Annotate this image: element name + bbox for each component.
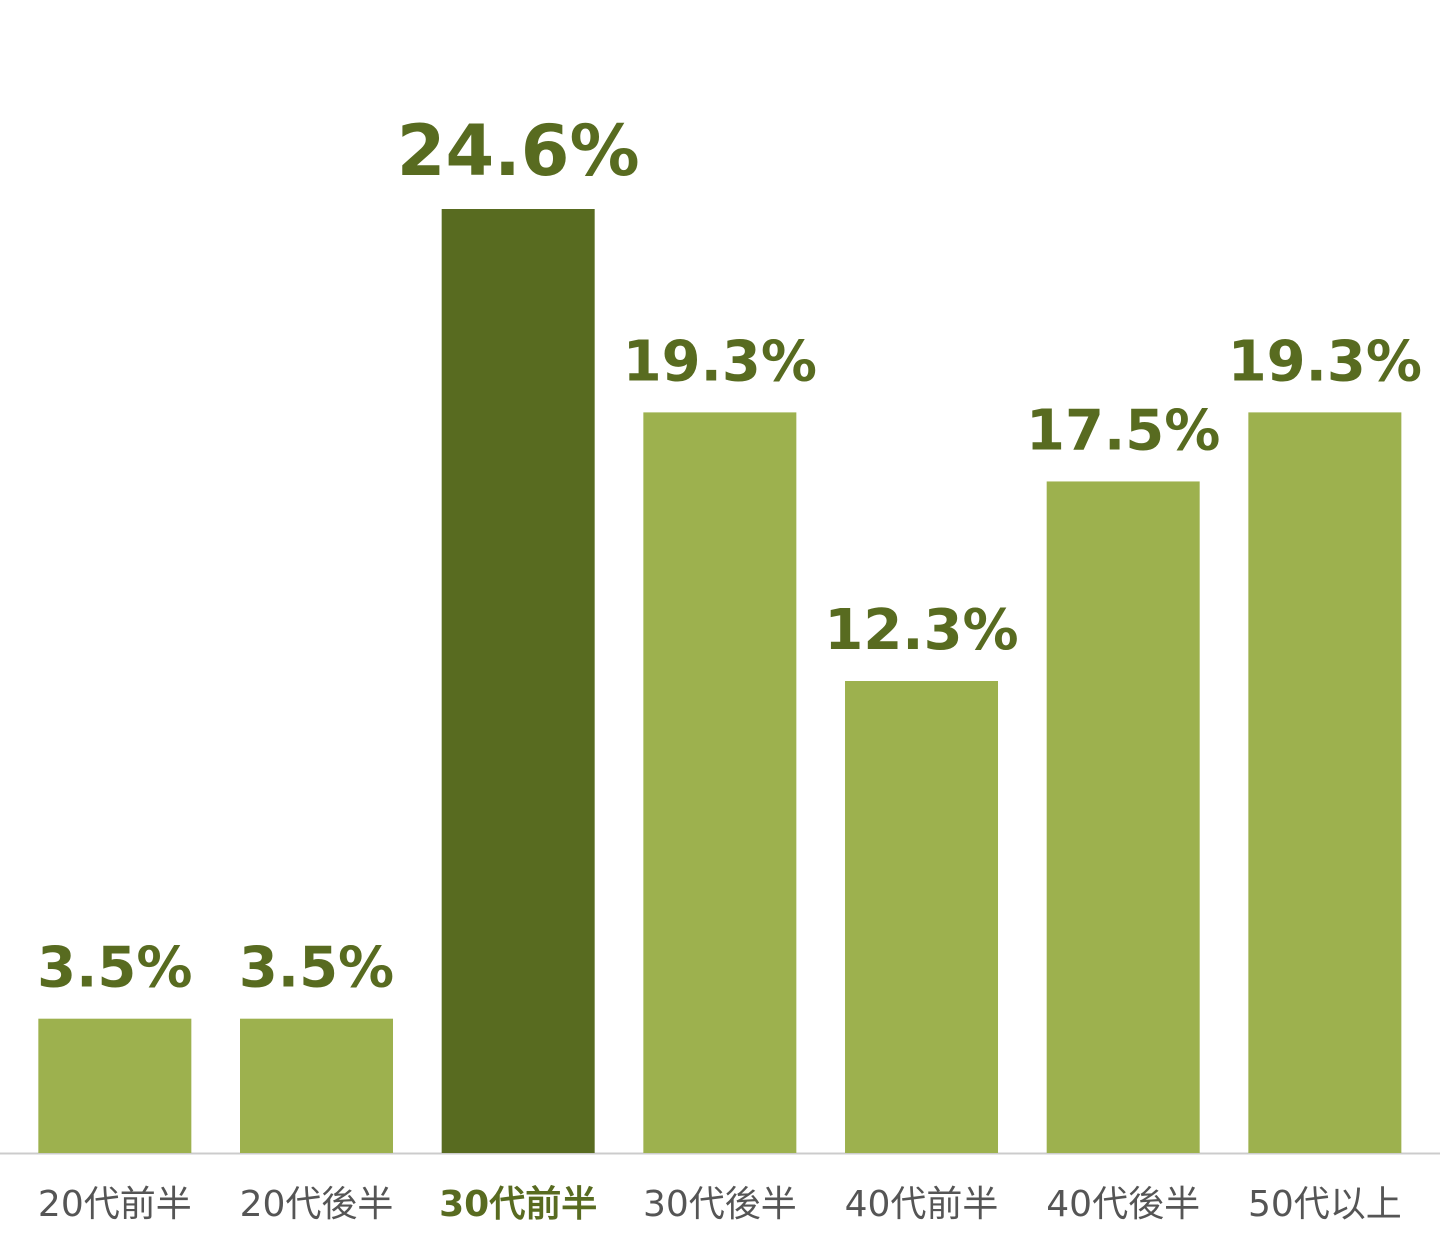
value-label: 19.3%	[623, 329, 817, 394]
x-tick-label: 20代前半	[38, 1184, 192, 1225]
x-tick-label: 20代後半	[240, 1184, 394, 1225]
bar	[1046, 481, 1200, 1153]
x-tick-label: 50代以上	[1248, 1184, 1402, 1225]
bar	[845, 681, 999, 1153]
value-label: 24.6%	[397, 110, 640, 192]
value-label: 17.5%	[1026, 398, 1220, 463]
bar	[38, 1018, 192, 1153]
value-label: 19.3%	[1228, 329, 1422, 394]
x-tick-label: 30代後半	[643, 1184, 797, 1225]
x-tick-label: 30代前半	[439, 1184, 597, 1225]
bar	[441, 209, 595, 1153]
value-label: 3.5%	[37, 936, 192, 1001]
x-tick-label: 40代後半	[1046, 1184, 1200, 1225]
value-label: 12.3%	[824, 598, 1018, 663]
bar	[1248, 412, 1402, 1154]
bar	[643, 412, 797, 1154]
bar	[240, 1018, 394, 1153]
value-label: 3.5%	[239, 936, 394, 1001]
x-tick-label: 40代前半	[845, 1184, 999, 1225]
